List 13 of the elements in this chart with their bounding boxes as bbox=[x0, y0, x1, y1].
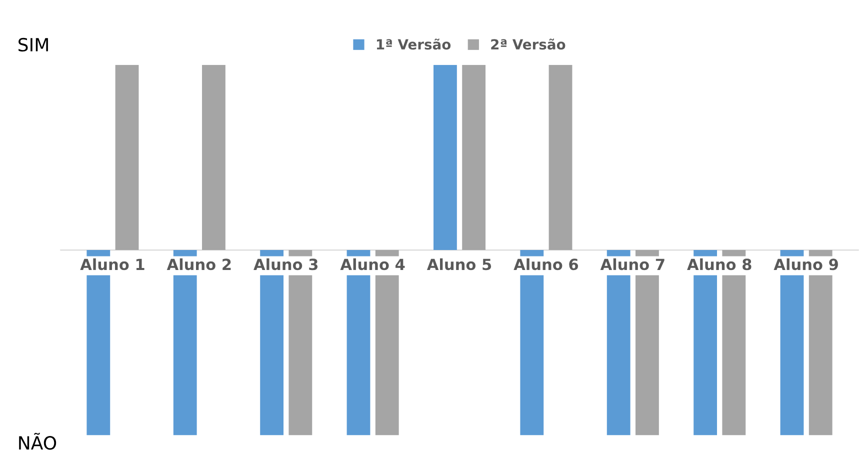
legend-label: 1ª Versão bbox=[376, 38, 451, 50]
x-tick-label: Aluno 6 bbox=[514, 258, 578, 270]
x-tick-label: Aluno 7 bbox=[600, 258, 664, 270]
x-tick-label: Aluno 9 bbox=[774, 258, 838, 270]
x-tick-label: Aluno 3 bbox=[254, 258, 318, 270]
legend-label: 2ª Versão bbox=[491, 38, 566, 50]
x-tick-label: Aluno 8 bbox=[687, 258, 752, 270]
x-tick-label: Aluno 2 bbox=[166, 258, 231, 270]
x-tick-label: Aluno 5 bbox=[426, 258, 492, 270]
text: SIM bbox=[18, 38, 48, 52]
x-tick-label: Aluno 1 bbox=[80, 258, 144, 270]
text: NÃO bbox=[19, 432, 56, 450]
x-tick-label: Aluno 4 bbox=[340, 258, 405, 270]
